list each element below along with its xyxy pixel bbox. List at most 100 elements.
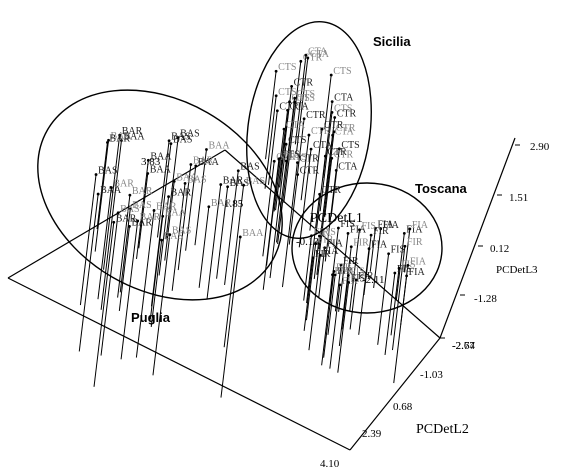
point-marker bbox=[346, 232, 350, 235]
point-marker bbox=[274, 69, 278, 73]
y-tick-label: 0.68 bbox=[393, 401, 413, 413]
point-label: CTS bbox=[281, 150, 299, 161]
point-label: FIA bbox=[383, 220, 400, 231]
point-label: CTR bbox=[294, 77, 314, 88]
point-stem bbox=[313, 235, 320, 279]
point-marker bbox=[146, 158, 150, 162]
point-marker bbox=[168, 233, 172, 237]
point-stem bbox=[93, 222, 115, 387]
point-marker bbox=[290, 85, 294, 88]
point-stem bbox=[322, 101, 333, 179]
point-stem bbox=[150, 240, 163, 327]
point-marker bbox=[169, 142, 173, 146]
point-stem bbox=[309, 129, 323, 231]
point-stem bbox=[319, 112, 333, 212]
point-label: CTS bbox=[333, 66, 351, 77]
point-label: BAA bbox=[165, 207, 187, 218]
region-label-toscana: Toscana bbox=[415, 181, 468, 196]
point-marker bbox=[311, 256, 315, 260]
point-marker bbox=[112, 220, 116, 224]
point-stem bbox=[373, 228, 382, 289]
point-stem bbox=[96, 142, 108, 230]
y-tick-label: 4.10 bbox=[320, 458, 340, 470]
point-stem bbox=[329, 284, 341, 369]
point-marker bbox=[219, 183, 223, 186]
point-label: BAA bbox=[198, 157, 220, 168]
point-marker bbox=[167, 195, 170, 199]
point-label: CTR bbox=[303, 52, 323, 63]
point-label: CTR bbox=[279, 102, 299, 113]
point-label: CTA bbox=[334, 93, 354, 104]
point-marker bbox=[337, 147, 341, 151]
point-label: FIA bbox=[410, 256, 427, 267]
point-marker bbox=[293, 100, 297, 104]
z-axis-label: PCDetL3 bbox=[496, 264, 538, 276]
point-marker bbox=[323, 154, 327, 158]
point-label: BAS bbox=[187, 174, 206, 185]
point-label: FIR bbox=[313, 227, 329, 238]
point-stem bbox=[220, 236, 241, 398]
point-label: BAA bbox=[111, 131, 133, 142]
point-label: FIS bbox=[340, 219, 354, 230]
y-axis-ticks: -2.74 -1.03 0.68 2.39 4.10 bbox=[320, 340, 475, 470]
floor-back-edge bbox=[7, 149, 226, 279]
z-tick-label: -1.28 bbox=[474, 293, 497, 305]
point-label: CTA bbox=[313, 140, 333, 151]
point-marker bbox=[387, 252, 391, 256]
point-marker bbox=[402, 231, 406, 235]
point-stem bbox=[391, 246, 406, 351]
point-label: BAR bbox=[132, 186, 153, 197]
point-label: FIR bbox=[318, 234, 334, 245]
point-stem bbox=[390, 268, 400, 336]
point-marker bbox=[120, 139, 123, 142]
point-marker bbox=[403, 244, 407, 248]
point-label: BAR bbox=[156, 201, 177, 212]
point-label: BAS bbox=[173, 135, 192, 146]
point-marker bbox=[96, 192, 100, 196]
point-marker bbox=[354, 278, 358, 282]
point-marker bbox=[226, 185, 230, 189]
point-stem bbox=[156, 140, 170, 238]
point-label: FIA bbox=[409, 267, 426, 278]
point-stem bbox=[119, 208, 131, 293]
point-label: CTS bbox=[288, 135, 306, 146]
point-stem bbox=[337, 282, 350, 373]
point-label: CTR bbox=[299, 154, 319, 165]
point-label: CTS bbox=[334, 103, 352, 114]
point-label: CTA bbox=[281, 150, 301, 161]
point-marker bbox=[106, 141, 109, 144]
point-marker bbox=[347, 280, 351, 284]
point-marker bbox=[295, 161, 299, 164]
point-marker bbox=[334, 168, 338, 172]
point-stem bbox=[377, 253, 390, 345]
point-stem bbox=[149, 216, 164, 320]
point-stem bbox=[223, 185, 245, 348]
point-marker bbox=[318, 253, 322, 257]
point-stem bbox=[349, 229, 360, 312]
point-label: FIR bbox=[315, 249, 331, 260]
z-axis-ticks: -2.67 -1.28 0.12 1.51 2.90 bbox=[440, 141, 550, 352]
point-stem bbox=[158, 196, 170, 276]
point-marker bbox=[194, 164, 198, 168]
point-stem bbox=[79, 174, 97, 306]
point-stem bbox=[262, 161, 275, 257]
point-marker bbox=[306, 56, 310, 60]
point-marker bbox=[207, 205, 211, 209]
point-stem bbox=[306, 194, 321, 304]
point-label: FIR bbox=[353, 238, 369, 249]
point-marker bbox=[128, 193, 132, 197]
floor-left-edge bbox=[7, 277, 351, 451]
point-marker bbox=[167, 139, 171, 143]
point-label: FIR bbox=[407, 237, 423, 248]
point-stem bbox=[152, 234, 171, 376]
point-label: CTR bbox=[306, 110, 326, 121]
point-marker bbox=[379, 227, 383, 231]
point-label: BAR bbox=[116, 213, 137, 224]
point-marker bbox=[314, 242, 318, 245]
point-stem bbox=[177, 164, 192, 271]
point-label: BAR bbox=[223, 176, 244, 187]
point-marker bbox=[358, 228, 361, 232]
point-marker bbox=[330, 110, 334, 114]
z-tick-label: 2.90 bbox=[530, 141, 550, 153]
x-axis-ticks: -2.11 -0.13 1.85 3.83 bbox=[141, 156, 385, 286]
